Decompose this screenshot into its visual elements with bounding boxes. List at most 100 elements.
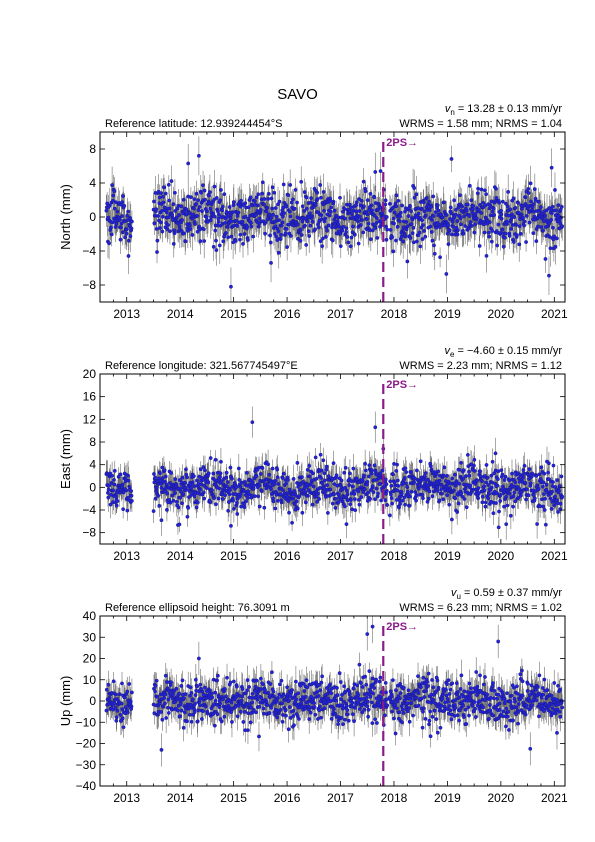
data-point (462, 715, 466, 719)
data-point (559, 204, 564, 209)
data-point (123, 695, 127, 700)
y-axis-label: East (mm) (58, 429, 73, 489)
data-point (260, 191, 264, 196)
marker-label: 2PS→ (386, 137, 418, 149)
data-point (158, 226, 162, 230)
data-point (363, 461, 368, 466)
y-tick-label: −30 (76, 758, 97, 772)
data-point (229, 219, 234, 224)
data-point (163, 474, 168, 479)
data-point (268, 240, 273, 245)
data-point (317, 704, 322, 709)
data-point (111, 193, 116, 198)
x-tick-label: 2016 (274, 791, 301, 805)
data-point (516, 200, 520, 205)
data-point (459, 673, 464, 678)
data-point (105, 201, 110, 206)
data-point (181, 197, 186, 202)
data-point (372, 213, 377, 218)
data-point (370, 676, 375, 681)
y-tick-label: 20 (83, 367, 97, 381)
data-point (432, 708, 437, 713)
data-point (409, 209, 414, 214)
data-point (509, 693, 514, 698)
data-point (240, 687, 245, 691)
data-point (498, 499, 503, 503)
data-point (290, 688, 294, 692)
data-point (209, 488, 214, 492)
data-point (310, 502, 315, 507)
data-point (472, 469, 477, 473)
data-point (412, 195, 417, 200)
data-point (214, 196, 219, 200)
data-point (322, 706, 327, 711)
data-point (453, 212, 458, 217)
data-point (130, 690, 134, 695)
data-point (341, 224, 346, 229)
data-point (169, 707, 174, 712)
data-point (388, 689, 393, 694)
data-point (430, 494, 435, 499)
data-point (367, 669, 372, 674)
data-point (203, 468, 207, 473)
data-point (546, 470, 551, 475)
data-point (473, 715, 478, 719)
data-point (492, 213, 497, 217)
data-point (530, 703, 535, 708)
data-point (383, 680, 388, 685)
data-point (536, 199, 541, 204)
data-point (231, 506, 236, 511)
data-point (465, 452, 470, 457)
data-point (343, 689, 348, 694)
data-point (543, 496, 547, 501)
data-point (482, 230, 487, 235)
data-point (217, 705, 222, 710)
data-point (263, 231, 267, 236)
data-point (295, 506, 300, 511)
data-point (370, 228, 375, 233)
data-point (405, 485, 410, 490)
data-point (326, 223, 331, 228)
data-point (281, 214, 285, 219)
data-point (190, 697, 195, 702)
data-point (497, 707, 502, 712)
data-point (189, 690, 194, 695)
data-point (229, 700, 234, 705)
data-point (323, 216, 328, 221)
data-point (528, 481, 533, 486)
x-tick-label: 2019 (434, 307, 461, 321)
data-point (472, 457, 477, 462)
data-point (427, 722, 431, 727)
data-point (201, 709, 205, 714)
data-point (241, 241, 245, 246)
data-point (494, 196, 499, 200)
data-point (196, 656, 201, 661)
data-point (463, 224, 468, 228)
data-point (511, 718, 516, 723)
data-point (318, 452, 323, 457)
data-point (472, 230, 477, 235)
data-point (409, 470, 414, 474)
data-point (373, 425, 378, 430)
data-point (455, 219, 460, 223)
data-point (117, 217, 122, 222)
data-point (478, 673, 482, 678)
data-point (245, 678, 250, 682)
data-point (169, 179, 174, 184)
data-point (212, 723, 217, 728)
data-point (374, 677, 379, 682)
data-point (486, 496, 490, 501)
data-point (212, 496, 216, 501)
data-point (453, 698, 458, 702)
data-point (224, 475, 229, 480)
y-tick-label: −8 (82, 526, 96, 540)
data-point (126, 238, 131, 243)
data-point (371, 691, 376, 696)
data-point (357, 214, 362, 219)
data-point (398, 214, 403, 219)
data-point (335, 685, 339, 690)
data-point (181, 492, 186, 497)
x-tick-label: 2018 (381, 791, 408, 805)
data-point (552, 503, 557, 508)
